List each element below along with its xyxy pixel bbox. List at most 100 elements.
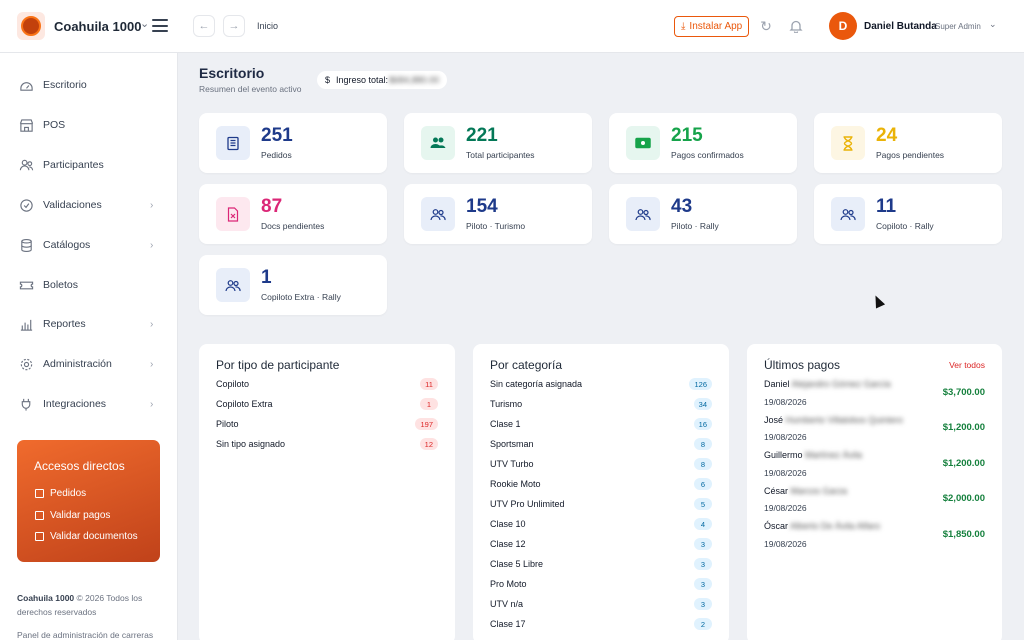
bell-icon[interactable] [787,17,805,35]
sidebar-item-label: Administración [43,358,112,370]
payment-amount: $3,700.00 [942,387,985,398]
forward-arrow-icon[interactable]: → [223,15,245,37]
count-badge: 3 [694,538,712,550]
panel-by-type: Por tipo de participante Copiloto 11 Cop… [199,344,455,640]
list-item: Copiloto Extra [216,397,273,411]
stat-card-copiloto-extra-rally[interactable]: 1 Copiloto Extra · Rally [199,255,387,315]
sidebar-item-boletos[interactable]: Boletos [0,271,177,299]
payment-name[interactable]: José Humberto Villalobos Quintero [764,415,903,425]
list-item-label: Clase 17 [490,619,526,629]
user-name[interactable]: Daniel Butanda [864,21,937,32]
list-item-label: Pro Moto [490,579,527,589]
panel-title: Por categoría [490,358,563,372]
stat-card-piloto-rally[interactable]: 43 Piloto · Rally [609,184,797,244]
cash-icon [35,511,44,520]
income-value: $684,880.00 [389,75,440,85]
payment-amount: $1,850.00 [942,529,985,540]
count-badge: 197 [415,418,438,430]
install-app-label: Instalar App [689,21,743,32]
stat-card-piloto-turismo[interactable]: 154 Piloto · Turismo [404,184,592,244]
list-item: Clase 10 [490,517,526,531]
stat-value: 43 [671,196,693,217]
shortcut-validar-documentos[interactable]: Validar documentos [35,531,138,542]
users-icon [18,157,34,173]
stat-card-docs-pendientes[interactable]: 87 Docs pendientes [199,184,387,244]
sidebar-item-catalogos[interactable]: Catálogos › [0,231,177,259]
stat-value: 221 [466,125,498,146]
document-icon [35,489,44,498]
users-icon [421,126,455,160]
payment-name[interactable]: César Marcos Garza [764,486,847,496]
payment-amount: $2,000.00 [942,493,985,504]
see-all-link[interactable]: Ver todos [949,360,985,370]
shortcut-pedidos[interactable]: Pedidos [35,488,86,499]
income-total-badge: $ Ingreso total: $684,880.00 [317,71,448,89]
chevron-down-icon[interactable]: ⌄ [140,18,150,30]
stat-value: 87 [261,196,283,217]
list-item: Clase 17 [490,617,526,631]
count-badge: 3 [694,578,712,590]
list-item: Turismo [490,397,522,411]
dashboard-icon [18,77,34,93]
sidebar-item-participantes[interactable]: Participantes [0,151,177,179]
list-item-label: Clase 5 Libre [490,559,544,569]
back-arrow-icon[interactable]: ← [193,15,215,37]
stat-card-pagos-pendientes[interactable]: 24 Pagos pendientes [814,113,1002,173]
list-item-label: UTV Turbo [490,459,534,469]
payment-name[interactable]: Guillermo Martínez Ávila [764,450,862,460]
payment-first-name: Guillermo [764,450,803,460]
list-item-label: Sportsman [490,439,534,449]
ticket-icon [18,277,34,293]
payment-name[interactable]: Daniel Alejandro Gómez García [764,379,891,389]
sidebar-item-label: Participantes [43,159,104,171]
count-badge: 6 [694,478,712,490]
list-item: Copiloto [216,377,249,391]
sidebar-item-reportes[interactable]: Reportes › [0,310,177,338]
panel-title: Últimos pagos [764,358,841,372]
gear-icon [18,356,34,372]
shortcuts-title: Accesos directos [34,459,125,473]
document-icon [216,126,250,160]
page-title: Escritorio [199,65,265,81]
app-name[interactable]: Coahuila 1000 [54,19,142,34]
count-badge: 3 [694,558,712,570]
payment-date: 19/08/2026 [764,432,807,442]
sidebar-item-label: Boletos [43,279,79,291]
payment-name[interactable]: Óscar Alberto De Ávila Alfaro [764,521,880,531]
sidebar-item-escritorio[interactable]: Escritorio [0,71,177,99]
stat-label: Piloto · Turismo [466,221,526,231]
stat-card-total-participantes[interactable]: 221 Total participantes [404,113,592,173]
refresh-icon[interactable]: ↻ [760,17,772,34]
sidebar-item-integraciones[interactable]: Integraciones › [0,390,177,418]
count-badge: 16 [693,418,712,430]
users-icon [831,197,865,231]
install-app-button[interactable]: ⤓ Instalar App [674,16,750,37]
menu-toggle-icon[interactable] [152,19,168,32]
payment-first-name: Daniel [764,379,790,389]
breadcrumb[interactable]: Inicio [257,21,279,31]
count-badge: 12 [419,438,438,450]
list-item: Rookie Moto [490,477,541,491]
avatar[interactable]: D [829,12,857,40]
list-item-label: Sin tipo asignado [216,439,286,449]
app-logo[interactable] [17,12,45,40]
sidebar-item-pos[interactable]: POS [0,111,177,139]
stat-card-pagos-confirmados[interactable]: 215 Pagos confirmados [609,113,797,173]
users-icon [421,197,455,231]
panel-title: Por tipo de participante [216,358,340,372]
count-badge: 34 [693,398,712,410]
list-item: Sin tipo asignado [216,437,285,451]
shortcut-validar-pagos[interactable]: Validar pagos [35,510,110,521]
stat-card-copiloto-rally[interactable]: 11 Copiloto · Rally [814,184,1002,244]
stat-label: Copiloto · Rally [876,221,934,231]
list-item-label: Turismo [490,399,523,409]
list-item: Piloto [216,417,239,431]
sidebar-item-administracion[interactable]: Administración › [0,350,177,378]
stat-label: Pagos pendientes [876,150,945,160]
count-badge: 8 [694,438,712,450]
sidebar-item-validaciones[interactable]: Validaciones › [0,191,177,219]
mouse-cursor-icon [870,293,886,309]
payment-first-name: Óscar [764,521,789,531]
stat-card-pedidos[interactable]: 251 Pedidos [199,113,387,173]
user-menu-chevron-icon[interactable]: ⌄ [989,19,997,29]
